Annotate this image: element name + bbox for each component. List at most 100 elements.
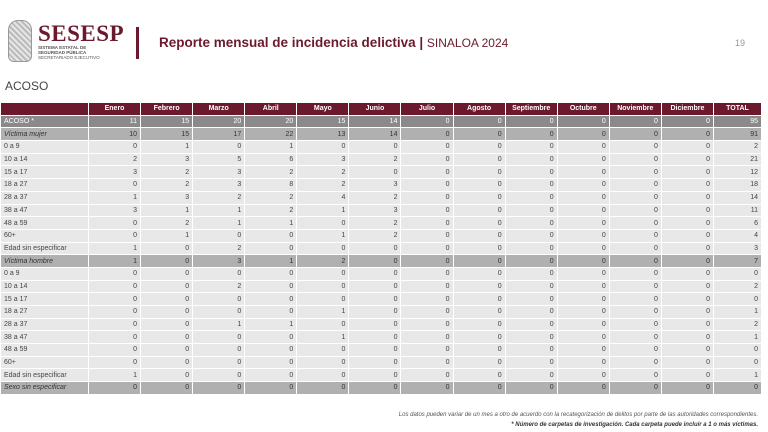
incidence-table: Enero Febrero Marzo Abril Mayo Junio Julio Agos… [0, 102, 762, 395]
table-cell: 0 [452, 127, 506, 142]
table-cell: 0 [140, 368, 194, 383]
table-cell: 0 [660, 140, 715, 154]
table-cell: 0 [452, 279, 506, 294]
table-cell: 0 [348, 292, 402, 306]
table-cell: 0 [400, 114, 454, 129]
table-cell: 0 [608, 279, 662, 294]
table-cell: 0 [140, 381, 194, 395]
table-cell: 0 [244, 279, 298, 294]
table-cell: 0 [556, 216, 610, 230]
table-cell: 0 [87, 317, 142, 332]
table-cell: 0 [452, 381, 506, 395]
logo-text: SESESP [38, 20, 125, 46]
table-cell: 0 [556, 266, 610, 281]
table-cell: 0 [660, 228, 715, 243]
column-header [0, 102, 89, 116]
row-label: 48 a 59 [0, 343, 89, 357]
page-title: Reporte mensual de incidencia delictiva … [159, 35, 508, 50]
table-cell: 15 [140, 127, 194, 142]
table-cell: 8 [244, 178, 298, 192]
table-cell: 0 [452, 368, 506, 383]
table-cell: 1 [192, 203, 246, 218]
table-cell: 0 [400, 165, 454, 180]
table-cell: 10 [87, 127, 142, 142]
table-row: 28 a 37 0 0 1 1 0 0 0 0 0 0 0 0 2 [0, 317, 762, 332]
table-cell: 0 [296, 317, 350, 332]
table-cell: 0 [400, 266, 454, 281]
table-cell: 0 [452, 190, 506, 205]
table-cell: 0 [87, 266, 142, 281]
table-cell: 0 [244, 355, 298, 370]
table-cell: 0 [660, 190, 715, 205]
column-header: Diciembre [660, 102, 715, 116]
table-cell: 1 [140, 140, 194, 154]
table-cell: 15 [296, 114, 350, 129]
table-cell: 0 [348, 343, 402, 357]
column-header: Abril [244, 102, 298, 116]
table-cell: 0 [608, 216, 662, 230]
table-cell: 0 [504, 266, 558, 281]
table-row: 38 a 47 3 1 1 2 1 3 0 0 0 0 0 0 11 [0, 203, 762, 218]
table-cell: 1 [140, 203, 194, 218]
table-cell: 2 [140, 178, 194, 192]
table-cell: 1 [296, 305, 350, 319]
sesesp-logo: SESESP SISTEMA ESTATAL DE SEGURIDAD PÚBL… [8, 20, 124, 62]
table-cell: 0 [140, 266, 194, 281]
table-cell: 0 [244, 381, 298, 395]
table-cell: 0 [660, 317, 715, 332]
table-cell: 1 [296, 330, 350, 345]
table-cell: 0 [556, 140, 610, 154]
table-cell: 0 [400, 127, 454, 142]
table-cell: 0 [244, 266, 298, 281]
table-cell: 0 [504, 216, 558, 230]
table-cell: 0 [400, 330, 454, 345]
table-cell: 91 [713, 127, 762, 142]
table-cell: 1 [192, 216, 246, 230]
table-cell: 2 [348, 152, 402, 167]
table-cell: 0 [192, 368, 246, 383]
table-cell: 0 [400, 305, 454, 319]
table-cell: 1 [244, 140, 298, 154]
table-cell: 18 [713, 178, 762, 192]
table-cell: 11 [713, 203, 762, 218]
column-header: Octubre [556, 102, 610, 116]
table-cell: 2 [244, 203, 298, 218]
table-cell: 0 [87, 343, 142, 357]
table-cell: 0 [504, 228, 558, 243]
table-cell: 0 [140, 317, 194, 332]
table-cell: 1 [713, 330, 762, 345]
row-label: 15 a 17 [0, 292, 89, 306]
row-label: 0 a 9 [0, 266, 89, 281]
row-label: 38 a 47 [0, 330, 89, 345]
table-cell: 0 [192, 343, 246, 357]
table-cell: 0 [660, 368, 715, 383]
table-cell: 0 [556, 317, 610, 332]
table-cell: 0 [504, 279, 558, 294]
table-cell: 0 [660, 305, 715, 319]
row-label: Sexo sin especificar [0, 381, 89, 395]
table-cell: 0 [244, 292, 298, 306]
table-cell: 0 [192, 330, 246, 345]
table-cell: 0 [608, 355, 662, 370]
table-row: Víctima hombre 1 0 3 1 2 0 0 0 0 0 0 0 7 [0, 254, 762, 268]
table-cell: 0 [400, 190, 454, 205]
table-cell: 0 [400, 292, 454, 306]
table-cell: 20 [244, 114, 298, 129]
table-cell: 0 [348, 165, 402, 180]
table-cell: 0 [140, 305, 194, 319]
table-row: 28 a 37 1 3 2 2 4 2 0 0 0 0 0 0 14 [0, 190, 762, 205]
report-title: Reporte mensual de incidencia delictiva [159, 35, 416, 50]
table-cell: 0 [504, 178, 558, 192]
table-cell: 0 [452, 266, 506, 281]
table-cell: 0 [87, 355, 142, 370]
table-cell: 0 [608, 317, 662, 332]
table-cell: 0 [608, 152, 662, 167]
table-cell: 0 [400, 241, 454, 256]
table-cell: 0 [348, 330, 402, 345]
table-row: Víctima mujer 10 15 17 22 13 14 0 0 0 0 0 0 91 [0, 127, 762, 142]
table-cell: 0 [504, 355, 558, 370]
table-cell: 0 [713, 343, 762, 357]
footnote: * Número de carpetas de investigación. C… [511, 422, 758, 428]
table-cell: 0 [452, 203, 506, 218]
table-cell: 0 [140, 355, 194, 370]
